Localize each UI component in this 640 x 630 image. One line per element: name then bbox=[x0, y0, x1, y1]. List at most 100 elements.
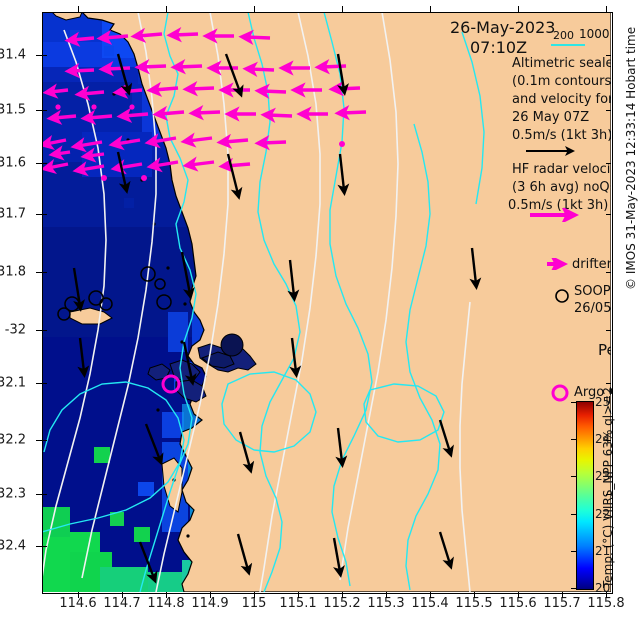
x-tick-label: 115.1 bbox=[279, 596, 317, 611]
legend-soop-line-2: 26/05 09Z bbox=[574, 301, 611, 316]
y-tick-label: -31.5 bbox=[0, 102, 26, 118]
hf-radar-vectors bbox=[42, 27, 367, 177]
x-tickmark bbox=[562, 592, 563, 598]
colorbar bbox=[576, 401, 594, 590]
argo-marker bbox=[161, 374, 181, 394]
y-tick-label: -31.7 bbox=[0, 206, 26, 222]
top-tickmark bbox=[430, 6, 431, 12]
legend-drifter-label: drifter bbox=[572, 257, 611, 272]
legend-altimetry-line-2: (0.1m contours) bbox=[512, 74, 611, 89]
right-tickmark bbox=[606, 330, 611, 331]
y-tickmark-inner bbox=[42, 546, 47, 547]
legend-soop-line-1: SOOP @1h to bbox=[574, 284, 611, 299]
top-tickmark bbox=[166, 6, 167, 12]
right-tickmark bbox=[606, 494, 611, 495]
title-date: 26-May-2023 bbox=[450, 18, 556, 37]
right-tickmark bbox=[606, 214, 611, 215]
x-tick-label: 115 bbox=[241, 596, 267, 611]
right-tickmark bbox=[606, 546, 611, 547]
right-tickmark bbox=[606, 55, 611, 56]
land-polygon bbox=[51, 12, 611, 592]
legend-soop-circle bbox=[555, 289, 569, 303]
y-tickmark bbox=[36, 330, 42, 331]
colorbar-tick-21: 21 bbox=[595, 544, 611, 558]
colorbar-gradient bbox=[577, 402, 593, 589]
y-tickmark bbox=[36, 163, 42, 164]
y-tickmark-inner bbox=[42, 494, 47, 495]
x-tick-label: 115.2 bbox=[323, 596, 361, 611]
y-tickmark bbox=[36, 546, 42, 547]
x-tick-label: 115.6 bbox=[499, 596, 537, 611]
x-tickmark bbox=[474, 592, 475, 598]
x-tickmark bbox=[210, 592, 211, 598]
colorbar-tickmark bbox=[571, 402, 576, 403]
x-tick-label: 115.7 bbox=[543, 596, 581, 611]
y-tickmark-inner bbox=[42, 272, 47, 273]
y-tickmark-inner bbox=[42, 383, 47, 384]
legend-argo-label: Argo 0 bbox=[574, 385, 611, 400]
y-tickmark-inner bbox=[42, 330, 47, 331]
map-plot-area[interactable]: 26-May-2023 07:10Z 200 1000m Altimetric … bbox=[42, 12, 611, 592]
x-tick-label: 114.6 bbox=[59, 596, 97, 611]
x-tickmark bbox=[166, 592, 167, 598]
colorbar-axis-label: Temp. (°C) VIIRS_NPP 63% ql>=2 bbox=[601, 387, 615, 588]
x-tickmark bbox=[430, 592, 431, 598]
y-tickmark-inner bbox=[42, 55, 47, 56]
y-tick-label: -31.6 bbox=[0, 155, 26, 171]
copyright-text: © IMOS 31-May-2023 12:33:14 Hobart time bbox=[624, 26, 638, 290]
legend-altimetry-line-3: and velocity for bbox=[512, 92, 611, 107]
y-tickmark bbox=[36, 272, 42, 273]
y-tickmark-inner bbox=[42, 440, 47, 441]
x-tick-label: 115.3 bbox=[367, 596, 405, 611]
y-tickmark bbox=[36, 110, 42, 111]
y-tick-label: -32.4 bbox=[0, 538, 26, 554]
x-tick-label: 114.9 bbox=[191, 596, 229, 611]
title-time: 07:10Z bbox=[470, 38, 528, 57]
x-tickmark bbox=[606, 592, 607, 598]
top-tickmark bbox=[606, 6, 607, 12]
y-tickmark-inner bbox=[42, 214, 47, 215]
colorbar-tick-25: 25 bbox=[595, 395, 611, 409]
overlay-vectors-and-contours bbox=[42, 12, 485, 592]
top-tickmark bbox=[78, 6, 79, 12]
y-tick-label: -32.1 bbox=[0, 375, 26, 391]
top-tickmark bbox=[518, 6, 519, 12]
altimetry-velocity-vectors bbox=[72, 53, 482, 584]
x-tick-label: 115.4 bbox=[411, 596, 449, 611]
x-tickmark bbox=[518, 592, 519, 598]
y-tickmark bbox=[36, 494, 42, 495]
legend-hf-arrow bbox=[530, 208, 579, 222]
colorbar-tick-24: 24 bbox=[595, 432, 611, 446]
y-tick-label: -32 bbox=[4, 322, 26, 338]
y-tick-label: -32.3 bbox=[0, 486, 26, 502]
top-tickmark bbox=[342, 6, 343, 12]
legend-altimetry-line-1: Altimetric sealevel bbox=[512, 56, 611, 71]
colorbar-tickmark bbox=[571, 551, 576, 552]
colorbar-tick-23: 23 bbox=[595, 469, 611, 483]
y-tick-label: -32.2 bbox=[0, 432, 26, 448]
right-tickmark bbox=[606, 440, 611, 441]
y-tickmark-inner bbox=[42, 110, 47, 111]
x-tickmark bbox=[254, 592, 255, 598]
legend-altimetry-arrow bbox=[526, 146, 575, 156]
colorbar-tickmark bbox=[571, 588, 576, 589]
y-tickmark bbox=[36, 440, 42, 441]
y-tickmark bbox=[36, 383, 42, 384]
colorbar-tickmark bbox=[571, 476, 576, 477]
y-tick-label: -31.8 bbox=[0, 264, 26, 280]
x-tick-label: 114.8 bbox=[147, 596, 185, 611]
soop-track-markers bbox=[57, 266, 172, 321]
legend-drifter-arrow bbox=[547, 258, 568, 270]
sealevel-contours bbox=[42, 12, 471, 592]
right-tickmark bbox=[606, 163, 611, 164]
top-tickmark bbox=[254, 6, 255, 12]
scalebar-far-label: 1000m bbox=[579, 27, 611, 41]
x-tick-label: 115.5 bbox=[455, 596, 493, 611]
legend-hf-line-3: 0.5m/s (1kt 3h) bbox=[508, 198, 609, 213]
y-tickmark bbox=[36, 55, 42, 56]
x-tick-label: 115.8 bbox=[587, 596, 625, 611]
x-tickmark bbox=[298, 592, 299, 598]
legend-altimetry-line-5: 0.5m/s (1kt 3h) bbox=[512, 128, 611, 143]
x-tickmark bbox=[342, 592, 343, 598]
